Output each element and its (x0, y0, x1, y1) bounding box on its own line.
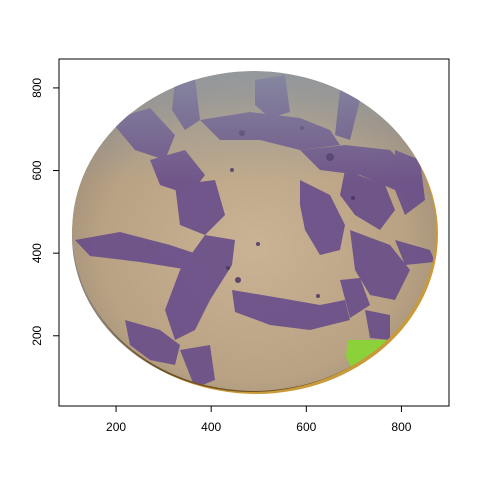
y-tick-label: 800 (30, 78, 44, 98)
x-tick-label: 600 (296, 420, 316, 434)
plot-frame (58, 58, 450, 407)
x-axis: 200 400 600 800 (106, 406, 412, 434)
x-tick-label: 200 (106, 420, 126, 434)
y-tick-label: 400 (30, 243, 44, 263)
y-tick-label: 600 (30, 160, 44, 180)
x-tick-label: 800 (391, 420, 411, 434)
y-tick-label: 200 (30, 325, 44, 345)
micrograph-image (72, 71, 438, 394)
y-axis: 200 400 600 800 (30, 78, 59, 346)
x-tick-label: 400 (201, 420, 221, 434)
